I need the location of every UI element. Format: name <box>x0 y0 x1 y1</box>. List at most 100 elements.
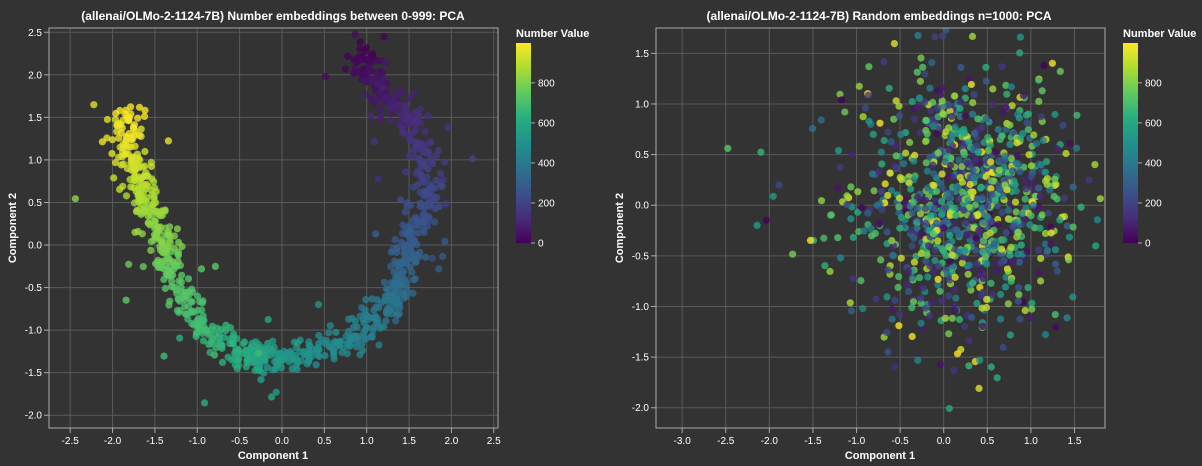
data-point <box>997 259 1005 267</box>
data-point <box>211 262 219 270</box>
data-point <box>967 80 976 89</box>
data-point <box>137 125 145 133</box>
data-point <box>332 328 340 336</box>
data-point <box>916 94 924 102</box>
data-point <box>948 251 956 259</box>
data-point <box>912 252 920 260</box>
data-point <box>1038 87 1046 95</box>
y-tick-label: 1.5 <box>28 113 42 124</box>
data-point <box>934 237 942 245</box>
data-point <box>230 330 238 338</box>
data-point <box>170 244 178 252</box>
data-point <box>1069 183 1077 191</box>
data-point <box>997 290 1005 299</box>
data-point <box>946 161 955 169</box>
data-point <box>1040 61 1048 70</box>
data-point <box>938 297 946 305</box>
data-point <box>1002 273 1010 281</box>
data-point <box>1091 161 1099 169</box>
data-point <box>393 248 401 256</box>
data-point <box>926 312 934 320</box>
data-point <box>934 104 942 112</box>
data-point <box>980 138 988 146</box>
data-point <box>931 33 939 41</box>
data-point <box>197 265 206 273</box>
data-point <box>881 180 889 188</box>
data-point <box>987 185 995 193</box>
data-point <box>923 130 931 138</box>
data-point <box>438 182 446 190</box>
y-tick-label: 1.5 <box>635 49 649 60</box>
data-point <box>1023 119 1031 127</box>
data-point <box>988 177 996 185</box>
data-point <box>142 169 150 177</box>
data-point <box>148 175 156 183</box>
data-point <box>854 208 862 216</box>
data-point <box>931 246 939 254</box>
data-point <box>946 107 954 115</box>
data-point <box>970 91 978 99</box>
data-point <box>439 252 447 260</box>
data-point <box>941 158 949 166</box>
data-point <box>417 199 425 207</box>
data-point <box>952 183 961 191</box>
data-point <box>428 183 436 191</box>
data-point <box>847 215 855 223</box>
data-point <box>858 204 866 212</box>
data-point <box>925 242 933 250</box>
data-point <box>1002 81 1010 89</box>
data-point <box>880 58 888 66</box>
data-point <box>995 166 1003 174</box>
data-point <box>1037 277 1045 285</box>
data-point <box>362 90 370 98</box>
y-tick-label: -1.5 <box>25 368 43 379</box>
data-point <box>419 226 428 234</box>
data-point <box>945 146 953 154</box>
data-point <box>892 152 900 160</box>
data-point <box>125 260 133 268</box>
y-tick-label: 0.5 <box>635 150 649 161</box>
data-point <box>125 114 133 122</box>
data-point <box>386 296 394 304</box>
x-tick-label: -0.5 <box>231 436 249 447</box>
data-point <box>1015 284 1023 292</box>
y-tick-label: -2.0 <box>25 411 43 422</box>
data-point <box>908 98 916 106</box>
x-tick-label: -2.5 <box>62 436 80 447</box>
data-point <box>963 231 971 239</box>
data-point <box>235 355 243 363</box>
data-point <box>911 151 919 159</box>
data-point <box>381 296 389 305</box>
data-point <box>1053 267 1061 275</box>
data-point <box>1073 144 1081 152</box>
data-point <box>961 85 969 93</box>
data-point <box>991 196 999 204</box>
data-point <box>1016 168 1024 176</box>
data-point <box>969 279 977 287</box>
data-point <box>135 189 143 197</box>
data-point <box>965 362 973 370</box>
data-point <box>933 130 941 138</box>
data-point <box>973 299 981 307</box>
data-point <box>174 295 182 304</box>
data-point <box>1007 155 1016 163</box>
data-point <box>1012 187 1020 195</box>
data-point <box>927 107 935 115</box>
data-point <box>239 339 247 348</box>
y-tick-label: 1.0 <box>635 99 649 110</box>
data-point <box>965 138 973 146</box>
chart-1-y-axis-title: Component 2 <box>7 193 19 263</box>
data-point <box>906 138 914 146</box>
data-point <box>399 290 407 298</box>
y-tick-label: -0.5 <box>632 251 650 262</box>
data-point <box>849 233 857 241</box>
legend-tick-label: 600 <box>538 118 555 129</box>
data-point <box>1043 180 1051 189</box>
data-point <box>987 218 995 226</box>
data-point <box>208 322 216 330</box>
data-point <box>178 271 186 279</box>
data-point <box>205 340 213 349</box>
data-point <box>923 251 931 259</box>
data-point <box>210 351 219 359</box>
data-point <box>134 114 142 122</box>
